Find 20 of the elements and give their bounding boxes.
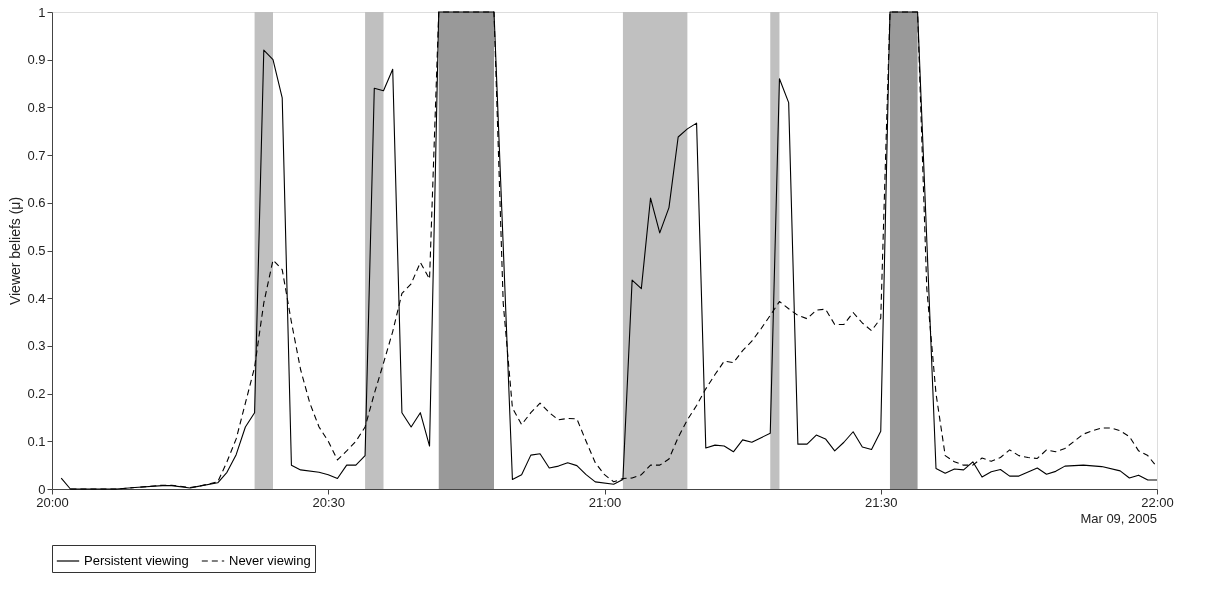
y-axis-title: Viewer beliefs (μ) bbox=[7, 196, 24, 306]
legend-label: Never viewing bbox=[229, 553, 311, 568]
legend-label: Persistent viewing bbox=[84, 553, 189, 568]
x-tick-label: 21:00 bbox=[588, 494, 622, 510]
text: Mar 09, 2005 bbox=[1080, 511, 1157, 526]
y-tick-label: 0.6 bbox=[27, 195, 46, 211]
y-tick-label: 0 bbox=[38, 481, 46, 497]
y-tick-label: 0.3 bbox=[27, 338, 46, 354]
x-tick-label: 22:00 bbox=[1141, 494, 1174, 510]
y-tick-label: 0.4 bbox=[27, 290, 46, 306]
y-tick-label: 0.8 bbox=[27, 99, 46, 115]
y-tick-label: 0.2 bbox=[27, 386, 46, 402]
y-tick-label: 0.7 bbox=[27, 147, 46, 163]
y-tick-label: 0.1 bbox=[27, 433, 46, 449]
x-tick-label: 20:30 bbox=[312, 494, 346, 510]
x-tick-label: 21:30 bbox=[864, 494, 898, 510]
y-tick-label: 1 bbox=[38, 4, 46, 20]
y-tick-label: 0.9 bbox=[27, 52, 46, 68]
x-tick-label: 20:00 bbox=[36, 494, 69, 510]
y-tick-label: 0.5 bbox=[27, 243, 46, 258]
